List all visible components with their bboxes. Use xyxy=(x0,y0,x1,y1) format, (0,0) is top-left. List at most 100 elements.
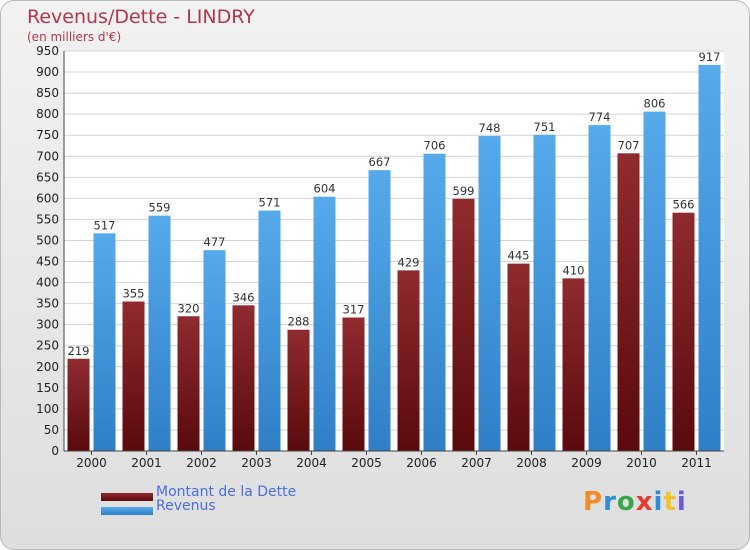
value-label-dette: 707 xyxy=(618,138,640,152)
value-label-dette: 566 xyxy=(673,198,695,212)
value-label-revenus: 477 xyxy=(204,235,226,249)
bar-dette xyxy=(122,301,145,451)
value-label-revenus: 604 xyxy=(314,182,336,196)
value-label-revenus: 917 xyxy=(699,50,721,64)
value-label-revenus: 517 xyxy=(94,218,116,232)
y-tick-label: 950 xyxy=(36,44,59,58)
value-label-dette: 219 xyxy=(68,344,90,358)
value-label-revenus: 774 xyxy=(589,110,611,124)
y-tick-label: 900 xyxy=(36,65,59,79)
value-label-revenus: 559 xyxy=(149,201,171,215)
bar-revenus xyxy=(533,134,556,451)
logo-letter: i xyxy=(653,487,664,517)
bar-dette xyxy=(67,358,90,451)
bar-dette xyxy=(397,270,420,451)
value-label-dette: 317 xyxy=(343,303,365,317)
value-label-revenus: 667 xyxy=(369,155,391,169)
x-tick-label: 2004 xyxy=(296,456,327,470)
bar-revenus xyxy=(643,111,666,451)
bar-dette xyxy=(342,317,365,451)
value-label-dette: 445 xyxy=(508,249,530,263)
logo-letter: t xyxy=(663,487,677,517)
value-label-dette: 320 xyxy=(178,301,200,315)
logo-letter: o xyxy=(616,487,636,517)
value-label-dette: 429 xyxy=(398,255,420,269)
value-label-dette: 410 xyxy=(563,263,585,277)
y-tick-label: 850 xyxy=(36,86,59,100)
chart-subtitle: (en milliers d'€) xyxy=(27,30,122,44)
y-tick-label: 0 xyxy=(51,444,59,458)
bar-dette xyxy=(672,212,695,451)
bar-revenus xyxy=(478,136,501,452)
x-tick-label: 2009 xyxy=(571,456,602,470)
y-tick-label: 250 xyxy=(36,339,59,353)
y-tick-label: 200 xyxy=(36,360,59,374)
x-tick-label: 2000 xyxy=(76,456,107,470)
bar-revenus xyxy=(698,64,721,451)
bar-dette xyxy=(452,198,475,451)
value-label-revenus: 806 xyxy=(644,97,666,111)
y-tick-label: 350 xyxy=(36,297,59,311)
bar-dette xyxy=(562,278,585,451)
legend-label-dette: Montant de la Dette xyxy=(156,484,297,500)
y-tick-label: 600 xyxy=(36,191,59,205)
bar-revenus xyxy=(93,233,116,451)
value-label-revenus: 748 xyxy=(479,121,501,135)
x-tick-label: 2003 xyxy=(241,456,272,470)
y-tick-label: 550 xyxy=(36,212,59,226)
chart-title: Revenus/Dette - LINDRY xyxy=(27,6,255,28)
x-tick-label: 2006 xyxy=(406,456,437,470)
bar-revenus xyxy=(423,153,446,451)
bar-dette xyxy=(617,153,640,451)
bar-dette xyxy=(177,316,200,451)
y-tick-label: 100 xyxy=(36,402,59,416)
logo-letter: i xyxy=(676,487,687,517)
y-tick-label: 450 xyxy=(36,255,59,269)
logo-letter: P xyxy=(583,487,604,517)
value-label-revenus: 571 xyxy=(259,196,281,210)
y-tick-label: 400 xyxy=(36,276,59,290)
value-label-dette: 288 xyxy=(288,315,310,329)
y-tick-label: 700 xyxy=(36,149,59,163)
grid-lines xyxy=(64,50,724,431)
x-tick-label: 2001 xyxy=(131,456,162,470)
bar-revenus xyxy=(368,170,391,451)
bar-revenus xyxy=(148,215,171,451)
y-tick-label: 650 xyxy=(36,170,59,184)
bars xyxy=(67,64,721,452)
bar-dette xyxy=(287,329,310,451)
value-label-dette: 355 xyxy=(123,287,145,301)
value-label-revenus: 706 xyxy=(424,139,446,153)
legend-label-revenus: Revenus xyxy=(156,498,216,514)
y-tick-label: 750 xyxy=(36,128,59,142)
value-label-dette: 599 xyxy=(453,184,475,198)
x-tick-label: 2008 xyxy=(516,456,547,470)
x-tick-label: 2011 xyxy=(681,456,712,470)
bar-revenus xyxy=(313,196,336,451)
legend-swatch-dette xyxy=(101,493,153,501)
bar-dette xyxy=(232,305,255,451)
y-tick-label: 500 xyxy=(36,233,59,247)
y-tick-label: 150 xyxy=(36,381,59,395)
axes: 0 50 100 150 200 250 300 350 400 450 500 550 600 650 7… xyxy=(36,44,724,470)
bar-revenus xyxy=(588,125,611,452)
bar-dette xyxy=(507,263,530,451)
logo-letter: r xyxy=(603,487,617,517)
y-tick-label: 50 xyxy=(44,423,59,437)
x-tick-label: 2007 xyxy=(461,456,492,470)
bar-revenus xyxy=(258,210,281,451)
bar-revenus xyxy=(203,250,226,451)
value-label-dette: 346 xyxy=(233,290,255,304)
value-labels: 219 517 355 559 320 477 346 571 288 604 317 667 429 7… xyxy=(68,50,721,358)
x-tick-label: 2002 xyxy=(186,456,217,470)
y-tick-label: 300 xyxy=(36,318,59,332)
legend-swatch-revenus xyxy=(101,507,153,515)
value-label-revenus: 751 xyxy=(534,120,556,134)
proxiti-logo: Proxiti xyxy=(583,487,687,517)
logo-letter: x xyxy=(635,487,654,517)
y-tick-label: 800 xyxy=(36,107,59,121)
x-tick-label: 2010 xyxy=(626,456,657,470)
x-tick-label: 2005 xyxy=(351,456,382,470)
